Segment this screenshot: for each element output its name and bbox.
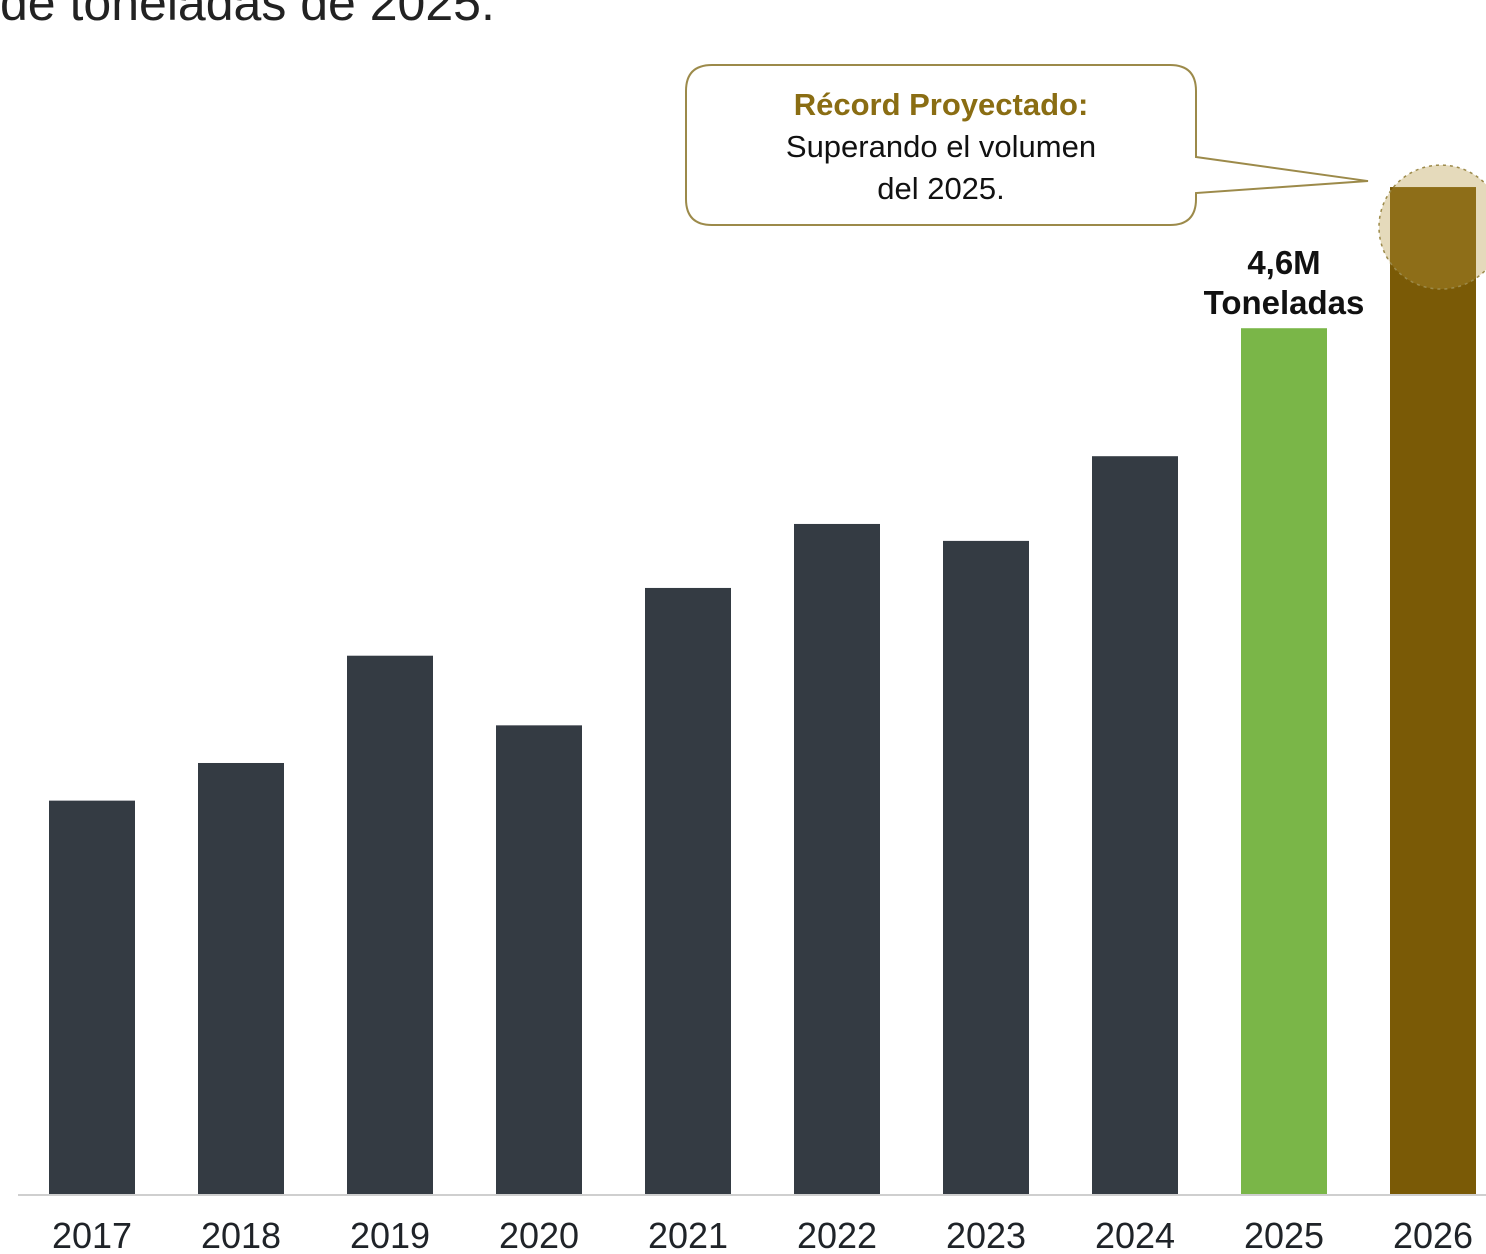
- bar-2018: [198, 762, 284, 1194]
- callout-title: Récord Proyectado:: [794, 87, 1089, 122]
- x-tick-label-2022: 2022: [797, 1215, 877, 1254]
- x-tick-labels: 2017 2018 2019 2020 2021 2022 2023 2024 2025 2026: [52, 1215, 1473, 1254]
- x-tick-label-2017: 2017: [52, 1215, 132, 1254]
- x-tick-label-2018: 2018: [201, 1215, 281, 1254]
- callout-line: del 2025.: [877, 171, 1005, 206]
- bar-2022: [794, 523, 880, 1194]
- bar-2023: [943, 540, 1029, 1194]
- bar-2025: [1241, 328, 1327, 1194]
- highlight-circle: [1378, 164, 1486, 290]
- data-labels: 4,6M Toneladas: [1204, 244, 1365, 321]
- bar-2020: [496, 725, 582, 1194]
- bar-2026: [1390, 187, 1476, 1194]
- bar-2017: [49, 800, 135, 1194]
- x-tick-label-2024: 2024: [1095, 1215, 1175, 1254]
- x-tick-label-2020: 2020: [499, 1215, 579, 1254]
- chart-heading: de toneladas de 2025.: [0, 0, 495, 31]
- callout-line: Superando el volumen: [786, 129, 1096, 164]
- x-tick-label-2026: 2026: [1393, 1215, 1473, 1254]
- bar-2019: [347, 655, 433, 1194]
- record-callout: Récord Proyectado: Superando el volumen de…: [685, 64, 1486, 290]
- data-label-line: 4,6M: [1247, 244, 1320, 281]
- bar-2021: [645, 587, 731, 1194]
- data-label-2025: 4,6M Toneladas: [1204, 244, 1365, 321]
- bar-2024: [1092, 456, 1178, 1194]
- callout-bubble: [685, 64, 1369, 226]
- x-tick-label-2025: 2025: [1244, 1215, 1324, 1254]
- bars-layer: [49, 187, 1476, 1194]
- x-tick-label-2023: 2023: [946, 1215, 1026, 1254]
- x-tick-label-2019: 2019: [350, 1215, 430, 1254]
- data-label-line: Toneladas: [1204, 284, 1365, 321]
- x-tick-label-2021: 2021: [648, 1215, 728, 1254]
